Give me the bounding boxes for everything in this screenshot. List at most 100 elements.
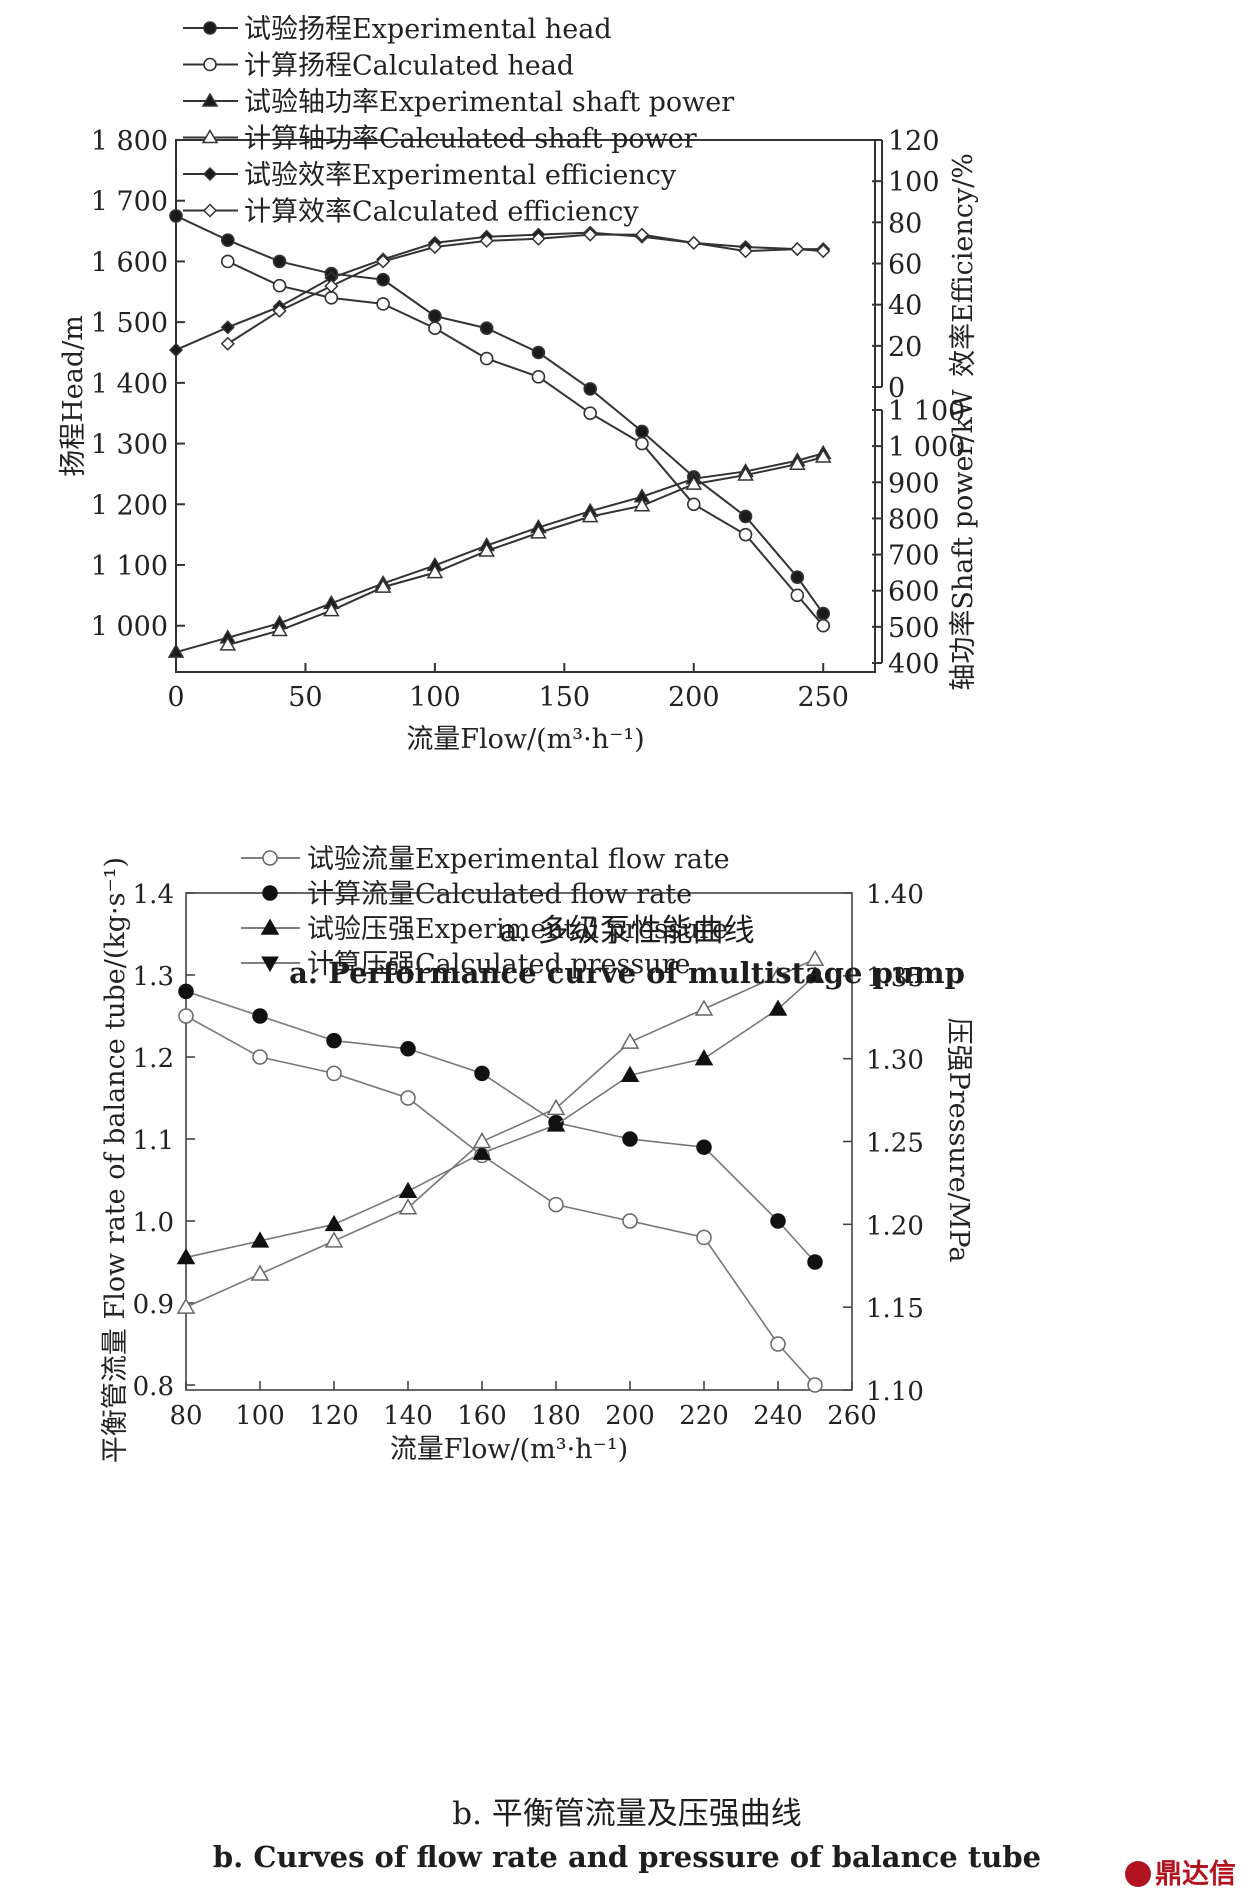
data-point-a [376, 254, 391, 269]
data-point-b [805, 949, 825, 967]
y-axis-label-left-b: 平衡管流量 Flow rate of balance tube/(kg·s⁻¹) [100, 857, 131, 1463]
data-point-a [581, 508, 599, 523]
data-point-a [479, 321, 494, 336]
data-point-a [530, 524, 547, 539]
x-tick-label-b: 120 [309, 1401, 359, 1431]
data-point-a [219, 636, 237, 651]
series-line-a [175, 214, 825, 615]
y-tick-label-right-b: 1.35 [866, 963, 924, 993]
x-tick-label-b: 160 [457, 1401, 507, 1431]
y-tick-label-left-a: 1 300 [91, 430, 168, 461]
data-point-b [324, 1231, 344, 1248]
y-tick-label-left-a: 1 400 [91, 369, 168, 400]
x-axis-label-b: 流量Flow/(m³·h⁻¹) [390, 1434, 628, 1465]
x-tick-label-b: 80 [169, 1401, 202, 1431]
data-point-a [738, 509, 753, 524]
data-point-a [272, 303, 287, 318]
legend-marker-a [201, 92, 219, 107]
data-point-b [250, 1231, 270, 1248]
series-line-a [175, 231, 824, 351]
legend-marker-a [203, 57, 217, 72]
data-point-a [427, 239, 442, 255]
legend-label-a: 试验扬程Experimental head [244, 14, 612, 45]
data-point-a [220, 320, 235, 335]
x-tick-label-a: 0 [167, 682, 184, 713]
data-point-b [805, 966, 825, 983]
data-point-a [737, 466, 754, 481]
data-point-a [478, 542, 495, 557]
data-point-a [220, 233, 235, 247]
data-point-a [167, 643, 185, 658]
y-tick-label-shaft-power: 900 [888, 468, 940, 499]
series-a-5 [220, 227, 831, 351]
x-axis-label-a: 流量Flow/(m³·h⁻¹) [406, 724, 644, 755]
legend-marker-b [261, 956, 279, 973]
y-tick-label-right-b: 1.40 [866, 880, 924, 910]
data-point-b [178, 983, 194, 1000]
data-point-b [252, 1008, 268, 1024]
data-point-a [789, 455, 806, 470]
series-line-a [227, 456, 824, 646]
data-point-b [546, 1098, 566, 1116]
data-point-b [807, 1377, 823, 1393]
data-point-a [816, 618, 831, 633]
data-point-b [622, 1131, 638, 1147]
y-axis-label-efficiency: 效率Efficiency/% [948, 153, 979, 377]
data-point-a [272, 254, 287, 269]
data-point-a [531, 345, 546, 360]
legend-marker-a [201, 129, 219, 144]
series-line-b [185, 958, 816, 1308]
data-point-a [428, 321, 442, 336]
chart-b-balance-tube: 80 100 120 140 160 180 200 220 240 260 流量Flow/(m³·… [100, 844, 974, 1465]
legend-label-a: 试验效率Experimental efficiency [244, 160, 677, 191]
data-point-a [583, 382, 598, 396]
data-point-b [622, 1213, 638, 1229]
legend-marker-a [202, 166, 218, 182]
data-point-a [220, 254, 235, 269]
data-point-b [474, 1065, 490, 1082]
data-point-b [694, 1049, 714, 1066]
y-tick-label-efficiency: 120 [888, 126, 940, 157]
y-tick-label-efficiency: 60 [888, 250, 922, 281]
y-tick-label-right-b: 1.15 [866, 1294, 924, 1324]
y-tick-label-left-b: 1.3 [133, 962, 174, 992]
y-axis-label-right-b: 压强Pressure/MPa [943, 1018, 974, 1263]
series-line-a [175, 452, 824, 654]
data-point-a [635, 436, 649, 451]
y-tick-label-left-a: 1 200 [91, 490, 168, 521]
y-tick-label-left-b: 1.1 [133, 1126, 174, 1156]
data-point-b [178, 1008, 194, 1024]
y-tick-label-efficiency: 100 [888, 167, 940, 198]
y-tick-label-shaft-power: 600 [888, 577, 940, 608]
data-point-a [324, 291, 339, 305]
series-b-3 [176, 949, 825, 1314]
series-line-a [227, 260, 824, 627]
data-point-a [738, 244, 753, 259]
data-point-a [479, 351, 494, 366]
data-point-a [685, 475, 703, 490]
data-point-b [250, 1264, 270, 1281]
x-tick-label-a: 50 [288, 682, 322, 713]
legend-marker-b [260, 918, 280, 935]
y-tick-label-left-b: 1.4 [133, 880, 174, 910]
data-point-a [374, 578, 392, 593]
series-line-b [185, 990, 816, 1263]
y-tick-label-shaft-power: 700 [888, 541, 940, 572]
y-tick-label-shaft-power: 400 [888, 649, 940, 680]
data-point-a [376, 297, 390, 311]
caption-a-cn: a. 多级泵性能曲线 [499, 913, 755, 949]
data-point-a [168, 342, 184, 358]
legend-marker-a [203, 21, 217, 35]
x-tick-label-b: 220 [679, 1401, 729, 1431]
data-point-a [814, 448, 832, 463]
x-tick-label-b: 200 [605, 1401, 655, 1431]
y-axis-label-left-a: 扬程Head/m [58, 315, 89, 477]
data-point-b [398, 1198, 418, 1215]
y-tick-label-shaft-power: 1 000 [888, 432, 965, 463]
data-point-a [790, 588, 805, 603]
data-point-a [220, 336, 235, 351]
data-point-b [768, 966, 788, 983]
y-tick-label-shaft-power: 500 [888, 613, 940, 644]
data-point-b [398, 1181, 418, 1198]
